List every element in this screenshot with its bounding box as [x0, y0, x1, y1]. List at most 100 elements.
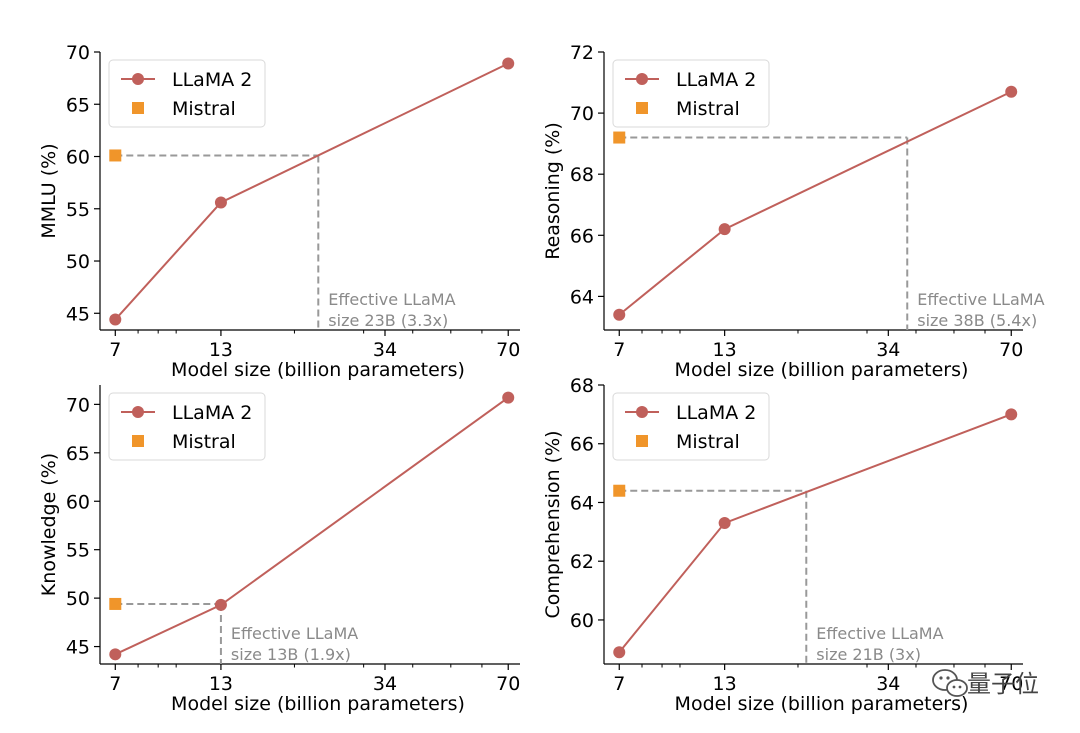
- wechat-icon: [932, 669, 968, 697]
- panel-2: 64 66 68 70 72 7 13 34 70 Model size (billion par…: [542, 42, 1045, 381]
- y-tick-label: 62: [570, 551, 594, 573]
- legend-box: [612, 392, 770, 461]
- data-point-mistral: [109, 597, 122, 610]
- data-point-mistral: [613, 131, 626, 144]
- legend-llama-marker: [132, 406, 144, 418]
- legend-mistral-marker: [132, 435, 144, 447]
- y-tick-label: 45: [66, 303, 90, 325]
- y-tick-label: 60: [570, 610, 594, 632]
- x-tick-label: 34: [373, 339, 397, 361]
- data-point-mistral: [613, 484, 626, 497]
- legend-label-mistral: Mistral: [676, 431, 740, 453]
- legend-llama-marker: [636, 73, 648, 85]
- annotation-line-2: size 38B (5.4x): [917, 311, 1037, 330]
- x-tick-label: 7: [109, 339, 121, 361]
- y-tick-label: 68: [570, 375, 594, 397]
- legend-mistral-marker: [636, 435, 648, 447]
- y-tick-label: 64: [570, 492, 594, 514]
- data-point-llama: [613, 308, 626, 321]
- annotation-line-1: Effective LLaMA: [917, 290, 1044, 309]
- data-point-llama: [502, 57, 515, 70]
- data-point-llama: [109, 313, 122, 326]
- panel-4: 60 62 64 66 68 7 13 34 70 Model size (billion par…: [542, 375, 1023, 715]
- legend-label-llama: LLaMA 2: [676, 402, 756, 424]
- x-tick-label: 70: [496, 339, 520, 361]
- y-tick-label: 60: [66, 491, 90, 513]
- legend-box: [612, 59, 770, 128]
- x-axis-label: Model size (billion parameters): [675, 693, 969, 715]
- watermark: 量子位: [932, 669, 1039, 698]
- data-point-llama: [1005, 408, 1018, 421]
- y-tick-label: 72: [570, 42, 594, 64]
- y-tick-label: 66: [570, 434, 594, 456]
- y-axis-label: MMLU (%): [38, 143, 60, 238]
- y-axis-label: Reasoning (%): [542, 122, 564, 260]
- x-tick-label: 13: [713, 339, 737, 361]
- legend-mistral-marker: [636, 102, 648, 114]
- legend-label-llama: LLaMA 2: [172, 402, 252, 424]
- watermark-text: 量子位: [967, 670, 1039, 698]
- x-tick-label: 7: [613, 339, 625, 361]
- panel-3: 45 50 55 60 65 70 7 13 34 70 Model size (billion p…: [38, 385, 520, 715]
- y-tick-label: 65: [66, 443, 90, 465]
- panel-1: 45 50 55 60 65 70 7 13 34 70 Model size (billion p…: [38, 42, 520, 381]
- data-point-llama: [502, 391, 515, 404]
- annotation-line-2: size 21B (3x): [816, 645, 921, 664]
- legend-label-mistral: Mistral: [172, 98, 236, 120]
- legend-llama-marker: [132, 73, 144, 85]
- legend: LLaMA 2 Mistral: [612, 59, 770, 128]
- x-tick-label: 70: [999, 673, 1023, 695]
- data-point-llama: [718, 517, 731, 530]
- data-point-llama: [214, 598, 227, 611]
- y-tick-label: 55: [66, 199, 90, 221]
- annotation-line-1: Effective LLaMA: [231, 624, 358, 643]
- legend-llama-marker: [636, 406, 648, 418]
- annotation-line-1: Effective LLaMA: [328, 290, 455, 309]
- legend-label-mistral: Mistral: [172, 431, 236, 453]
- x-tick-label: 13: [209, 339, 233, 361]
- y-tick-label: 65: [66, 94, 90, 116]
- annotation-line-2: size 13B (1.9x): [231, 645, 351, 664]
- legend-label-mistral: Mistral: [676, 98, 740, 120]
- y-tick-label: 68: [570, 164, 594, 186]
- data-point-llama: [109, 648, 122, 661]
- y-axis-label: Comprehension (%): [542, 430, 564, 618]
- y-tick-label: 60: [66, 147, 90, 169]
- x-tick-label: 34: [373, 673, 397, 695]
- y-tick-label: 70: [66, 42, 90, 64]
- x-tick-label: 70: [496, 673, 520, 695]
- y-tick-label: 50: [66, 588, 90, 610]
- x-axis-label: Model size (billion parameters): [171, 359, 465, 381]
- legend-box: [108, 59, 266, 128]
- legend-label-llama: LLaMA 2: [172, 69, 252, 91]
- x-tick-label: 7: [613, 673, 625, 695]
- x-tick-label: 34: [876, 673, 900, 695]
- y-tick-label: 50: [66, 251, 90, 273]
- annotation-line-1: Effective LLaMA: [816, 624, 943, 643]
- legend-box: [108, 392, 266, 461]
- data-point-llama: [214, 196, 227, 209]
- legend: LLaMA 2 Mistral: [612, 392, 770, 461]
- legend-label-llama: LLaMA 2: [676, 69, 756, 91]
- x-axis-label: Model size (billion parameters): [675, 359, 969, 381]
- x-tick-label: 13: [713, 673, 737, 695]
- y-tick-label: 70: [570, 103, 594, 125]
- annotation-line-2: size 23B (3.3x): [328, 311, 448, 330]
- y-tick-label: 45: [66, 637, 90, 659]
- x-tick-label: 13: [209, 673, 233, 695]
- x-tick-label: 70: [999, 339, 1023, 361]
- legend-mistral-marker: [132, 102, 144, 114]
- legend: LLaMA 2 Mistral: [108, 392, 266, 461]
- legend: LLaMA 2 Mistral: [108, 59, 266, 128]
- y-tick-label: 55: [66, 540, 90, 562]
- data-point-llama: [718, 223, 731, 236]
- y-tick-label: 70: [66, 394, 90, 416]
- x-axis-label: Model size (billion parameters): [171, 693, 465, 715]
- y-axis-label: Knowledge (%): [38, 453, 60, 596]
- data-point-mistral: [109, 149, 122, 162]
- data-point-llama: [613, 646, 626, 659]
- x-tick-label: 7: [109, 673, 121, 695]
- y-tick-label: 64: [570, 286, 594, 308]
